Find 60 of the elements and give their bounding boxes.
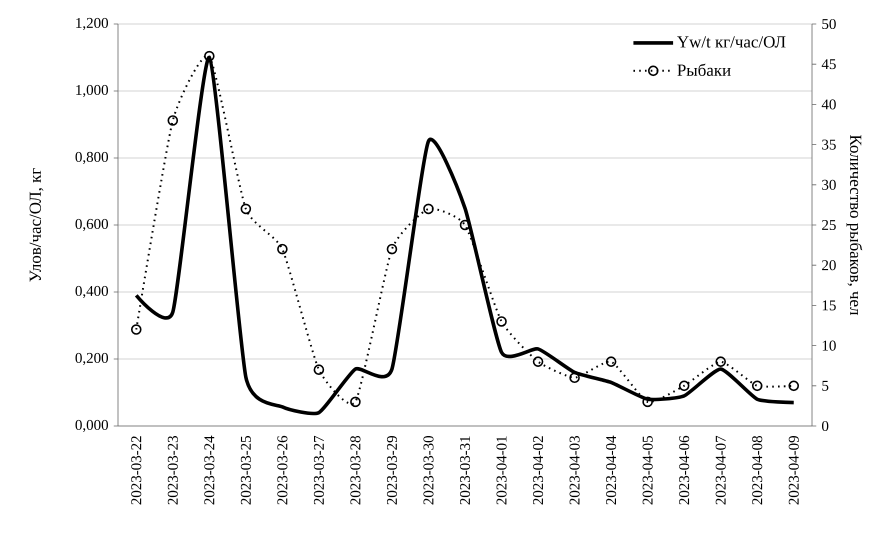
- x-tick-label: 2023-04-08: [752, 436, 762, 505]
- x-tick-label: 2023-03-28: [350, 436, 360, 505]
- point: [496, 316, 507, 327]
- x-tick-label: 2023-04-06: [679, 436, 690, 505]
- y2-tick-label: 5: [822, 380, 828, 391]
- y2-tick-label: 45: [822, 59, 836, 70]
- x-tick-label: 2023-03-31: [460, 436, 470, 505]
- y2-tick-label: 50: [822, 18, 836, 30]
- x-tick-label: 2023-04-02: [533, 436, 544, 505]
- point: [788, 380, 800, 392]
- x-tick-label: 2023-04-07: [716, 436, 726, 505]
- y2-tick-label: 15: [822, 300, 836, 310]
- x-tick-label: 2023-03-24: [204, 436, 214, 505]
- y-tick-label: 1,000: [76, 84, 108, 98]
- point: [130, 324, 142, 335]
- point: [678, 380, 690, 392]
- y2-axis-title: Количество рыбаков, чел: [846, 135, 862, 316]
- point: [569, 372, 580, 384]
- point: [386, 244, 398, 254]
- legend-label: Рыбаки: [677, 64, 731, 76]
- x-tick-label: 2023-03-25: [240, 436, 251, 505]
- x-tick-label: 2023-04-05: [642, 436, 653, 505]
- point: [240, 204, 252, 214]
- point: [350, 396, 361, 408]
- y2-tick-label: 0: [822, 420, 828, 432]
- y-tick-label: 0,800: [76, 152, 108, 164]
- point: [204, 50, 215, 62]
- x-tick-label: 2023-04-01: [496, 436, 507, 505]
- y2-tick-label: 40: [822, 99, 836, 110]
- x-tick-label: 2023-03-22: [131, 436, 142, 505]
- y2-tick-label: 30: [822, 180, 836, 190]
- y-tick-label: 1,200: [76, 18, 108, 30]
- y-tick-label: 0,000: [76, 420, 108, 432]
- point: [752, 380, 763, 392]
- point: [314, 364, 324, 375]
- legend-label: Yw/t кг/час/ОЛ: [677, 36, 786, 48]
- point: [168, 115, 178, 126]
- x-tick-label: 2023-03-27: [314, 436, 324, 505]
- point: [423, 204, 434, 214]
- y-axis-title: Улов/час/ОЛ, кг: [30, 168, 44, 282]
- y2-tick-label: 25: [822, 220, 836, 230]
- point: [715, 356, 726, 367]
- y-tick-label: 0,600: [76, 218, 108, 232]
- x-tick-label: 2023-03-26: [277, 436, 288, 505]
- x-tick-label: 2023-04-09: [788, 436, 799, 505]
- x-tick-label: 2023-04-04: [606, 436, 616, 505]
- y2-tick-label: 20: [822, 260, 836, 270]
- point: [532, 356, 544, 367]
- point: [642, 396, 653, 408]
- x-tick-label: 2023-03-23: [168, 436, 178, 505]
- y2-tick-label: 35: [822, 140, 836, 150]
- y-tick-label: 0,400: [76, 286, 108, 298]
- y-tick-label: 0,200: [76, 352, 108, 366]
- point: [606, 356, 616, 367]
- point: [460, 220, 470, 230]
- x-tick-label: 2023-04-03: [570, 436, 580, 505]
- x-tick-label: 2023-03-29: [386, 436, 397, 505]
- point: [277, 244, 288, 254]
- y2-tick-label: 10: [822, 340, 836, 351]
- x-tick-label: 2023-03-30: [423, 436, 434, 505]
